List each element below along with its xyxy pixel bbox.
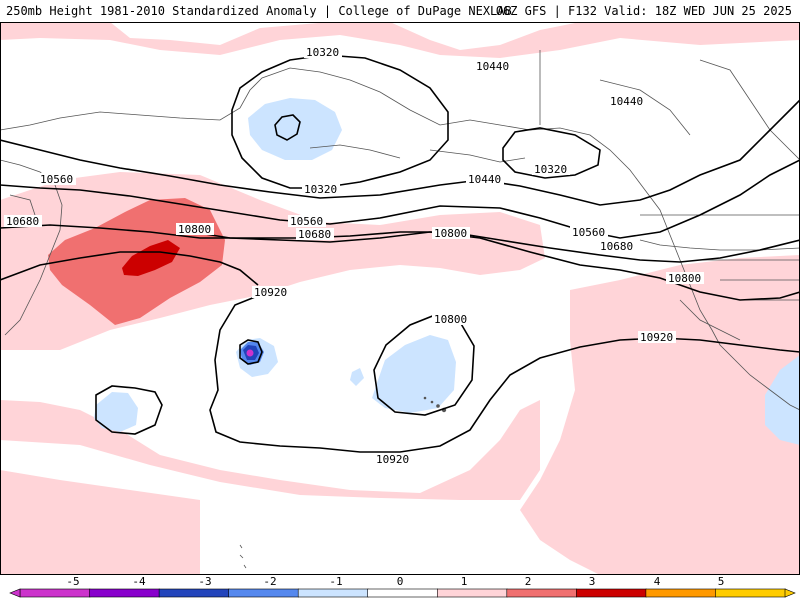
contour-label: 10320 [534, 163, 567, 176]
colorbar-min-arrow [9, 588, 21, 598]
colorbar-tick: 5 [718, 575, 725, 588]
contour-label: 10320 [306, 46, 339, 59]
contour-label: 10800 [668, 272, 701, 285]
anomaly-3-sigma [122, 240, 180, 276]
colorbar-cell [297, 588, 369, 598]
colorbar-cell [576, 588, 647, 598]
contour-label: 10560 [572, 226, 605, 239]
colorbar-max-arrow [784, 588, 796, 598]
colorbar-cells [9, 588, 796, 598]
colorbar-cell [645, 588, 717, 598]
contour-label: 10800 [434, 313, 467, 326]
anomaly-minus-5 [246, 349, 254, 357]
contour-label: 10920 [254, 286, 287, 299]
colorbar-cell [158, 588, 230, 598]
anomaly-map: 10320 10320 10320 10440 10440 10440 1056… [0, 22, 800, 575]
colorbar-cell [715, 588, 786, 598]
model-run-info: 06Z GFS | F132 Valid: 18Z WED JUN 25 202… [495, 4, 792, 18]
map-header: 250mb Height 1981-2010 Standardized Anom… [0, 0, 800, 22]
contour-label: 10440 [610, 95, 643, 108]
colorbar: -5 -4 -3 -2 -1 0 1 2 3 4 5 [0, 575, 800, 600]
colorbar-ticks: -5 -4 -3 -2 -1 0 1 2 3 4 5 [66, 575, 724, 588]
contour-label: 10920 [640, 331, 673, 344]
colorbar-tick: 1 [461, 575, 468, 588]
colorbar-cell [436, 588, 508, 598]
coastlines [0, 50, 800, 569]
colorbar-tick: -4 [132, 575, 146, 588]
colorbar-tick: -3 [198, 575, 211, 588]
contour-label-group: 10320 10320 10320 10440 10440 10440 1056… [4, 46, 704, 466]
colorbar-tick: -5 [66, 575, 79, 588]
colorbar-cell [228, 588, 299, 598]
contour-label: 10560 [40, 173, 73, 186]
colorbar-tick: -1 [329, 575, 342, 588]
contour-label: 10680 [600, 240, 633, 253]
contour-label: 10920 [376, 453, 409, 466]
colorbar-tick: -2 [263, 575, 276, 588]
contour-label: 10440 [468, 173, 501, 186]
contour-label: 10800 [434, 227, 467, 240]
colorbar-cell [506, 588, 578, 598]
contour-label: 10800 [178, 223, 211, 236]
colorbar-tick: 3 [589, 575, 596, 588]
colorbar-tick: 2 [525, 575, 532, 588]
colorbar-tick: 0 [397, 575, 404, 588]
colorbar-cell [367, 588, 439, 598]
colorbar-tick: 4 [654, 575, 661, 588]
contour-label: 10320 [304, 183, 337, 196]
contour-label: 10440 [476, 60, 509, 73]
contour-label: 10680 [6, 215, 39, 228]
colorbar-cell [89, 588, 160, 598]
contour-label: 10680 [298, 228, 331, 241]
map-title: 250mb Height 1981-2010 Standardized Anom… [6, 4, 512, 18]
contour-label: 10560 [290, 215, 323, 228]
colorbar-cell [19, 588, 91, 598]
